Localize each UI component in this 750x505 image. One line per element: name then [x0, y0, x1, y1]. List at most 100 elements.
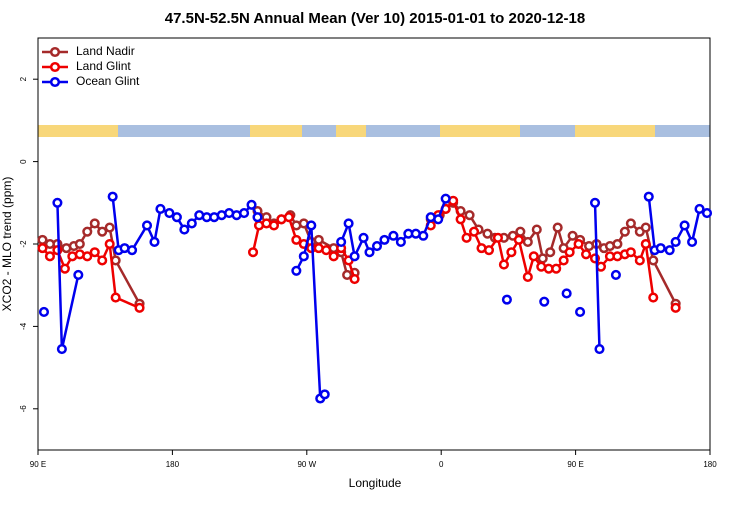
- point: [640, 238, 651, 250]
- point: [298, 251, 309, 262]
- point: [694, 203, 705, 215]
- x-tick-label: 180: [166, 460, 180, 469]
- land-mask-band: [38, 125, 710, 137]
- point: [171, 212, 182, 223]
- point: [186, 218, 197, 229]
- point: [82, 251, 93, 262]
- point: [625, 218, 636, 229]
- x-tick-label: 90 E: [30, 460, 46, 469]
- point: [388, 230, 399, 241]
- point: [664, 245, 675, 256]
- x-tick-label: 180: [703, 460, 717, 469]
- point: [97, 226, 108, 237]
- point: [561, 288, 572, 299]
- point: [433, 214, 444, 225]
- point: [141, 220, 153, 231]
- point: [506, 247, 517, 258]
- point: [44, 251, 55, 262]
- point: [291, 234, 302, 245]
- land-band: [336, 125, 366, 137]
- point: [319, 389, 330, 400]
- point: [501, 294, 512, 305]
- point: [107, 191, 118, 202]
- legend-label: Ocean Glint: [76, 74, 140, 88]
- legend-marker: [49, 46, 61, 58]
- x-axis-label: Longitude: [349, 476, 402, 490]
- point: [483, 245, 495, 256]
- point: [358, 232, 369, 243]
- point: [155, 203, 166, 215]
- point: [37, 243, 48, 254]
- point: [573, 238, 584, 250]
- point: [179, 224, 190, 235]
- land-band: [575, 125, 655, 137]
- point: [492, 232, 503, 243]
- point: [349, 251, 360, 262]
- point: [595, 261, 607, 272]
- point: [247, 247, 259, 258]
- point: [648, 255, 659, 266]
- point: [670, 302, 681, 313]
- point: [634, 255, 645, 266]
- point: [528, 251, 539, 262]
- y-tick-label: -4: [19, 322, 28, 330]
- y-tick-label: -6: [19, 405, 28, 413]
- point: [291, 265, 302, 276]
- point: [306, 220, 317, 231]
- point: [643, 191, 654, 202]
- point: [371, 241, 383, 252]
- legend-label: Land Nadir: [76, 44, 135, 58]
- chart-title: 47.5N-52.5N Annual Mean (Ver 10) 2015-01…: [165, 10, 585, 27]
- land-band: [38, 125, 118, 137]
- point: [648, 292, 659, 303]
- y-axis-label: XCO2 - MLO trend (ppm): [0, 177, 14, 312]
- x-tick-label: 90 E: [567, 460, 583, 469]
- point: [74, 238, 85, 250]
- point: [164, 208, 175, 219]
- point: [336, 236, 347, 247]
- y-tick-label: 0: [19, 159, 28, 164]
- point: [104, 222, 115, 233]
- point: [395, 236, 406, 247]
- point: [610, 269, 621, 280]
- point: [545, 247, 556, 258]
- point: [321, 245, 332, 256]
- point: [252, 212, 263, 223]
- legend-marker: [49, 76, 61, 88]
- point: [239, 208, 250, 219]
- point: [455, 214, 466, 225]
- point: [498, 259, 509, 270]
- point: [619, 226, 630, 237]
- legend-label: Land Glint: [76, 59, 131, 73]
- point: [612, 238, 623, 250]
- point: [537, 253, 548, 264]
- point: [349, 273, 360, 285]
- point: [97, 255, 108, 266]
- point: [687, 236, 698, 247]
- point: [539, 296, 550, 307]
- land-band: [250, 125, 302, 137]
- point: [246, 199, 257, 210]
- point: [564, 247, 575, 258]
- point: [581, 249, 592, 260]
- point: [551, 263, 562, 274]
- point: [522, 271, 533, 283]
- x-tick-label: 90 W: [297, 460, 316, 469]
- point: [104, 238, 115, 250]
- point: [440, 193, 451, 204]
- point: [89, 247, 100, 258]
- point: [52, 197, 63, 208]
- point: [59, 263, 70, 274]
- point: [313, 234, 324, 245]
- point: [567, 230, 578, 241]
- legend-marker: [49, 61, 61, 73]
- point: [379, 234, 390, 245]
- point: [640, 222, 651, 233]
- point: [418, 230, 429, 241]
- point: [134, 302, 145, 313]
- land-band: [440, 125, 520, 137]
- point: [679, 220, 690, 231]
- point: [56, 344, 67, 355]
